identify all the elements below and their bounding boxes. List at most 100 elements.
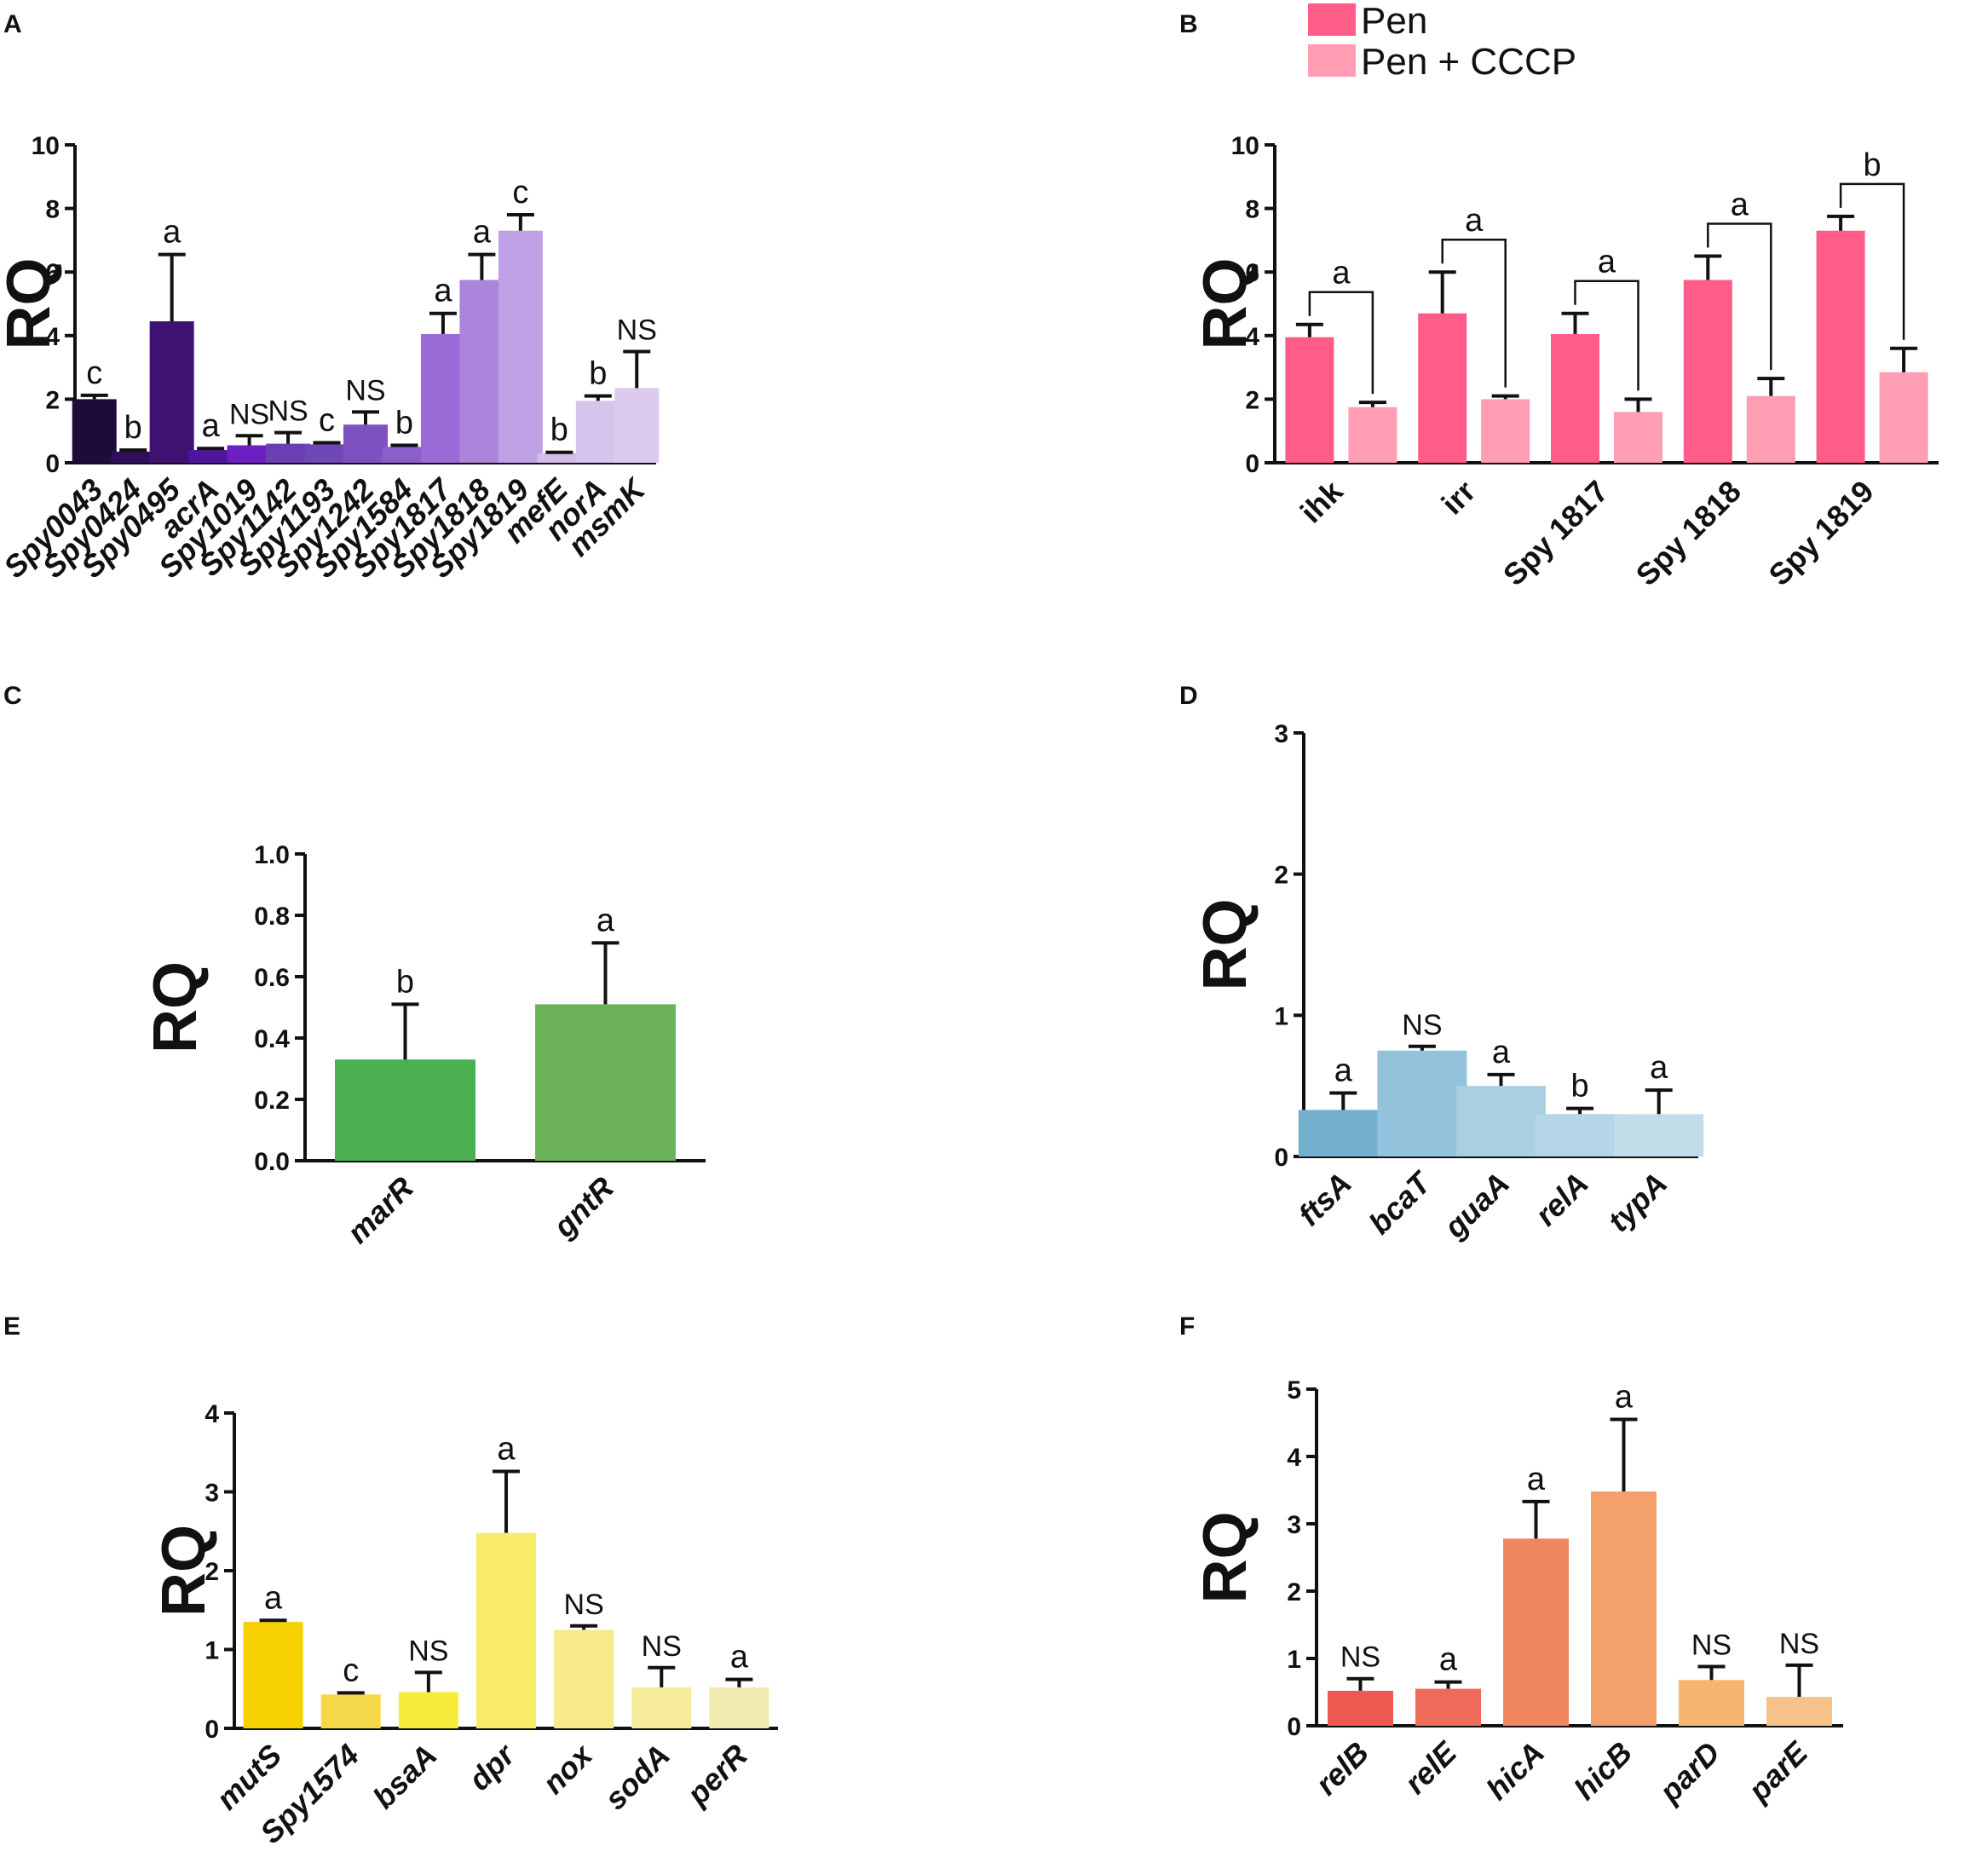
bar-pard [1679,1680,1744,1726]
y-tick-label-e: 3 [205,1479,219,1508]
bar-spy1817 [420,333,465,463]
bar-ihk-pen-cccp [1348,407,1397,463]
bar-irr-pen-cccp [1481,399,1530,463]
y-tick-label-c: 0.0 [254,1148,290,1176]
error-bar-irr-pen-cccp [1491,394,1519,400]
y-axis-label-f: RQ [1191,1512,1259,1604]
x-tick-label-soda: sodA [597,1738,677,1817]
error-bar-perr [725,1677,753,1687]
error-bar-bsaa [414,1670,442,1693]
error-bar-gntr [591,941,619,1005]
significance-label-marr: b [396,964,414,1000]
bar-spy1818 [459,280,504,463]
y-tick-label-c: 0.4 [254,1025,290,1053]
bar-spy0495 [149,321,194,463]
significance-label-spy0495: a [163,215,182,251]
y-axis-label-a: RQ [0,258,63,350]
panel-c: C 0.0 0.2 0.4 0.6 0.8 1.0 RQ b marR a gntR [3,682,706,1250]
panel-b: B Pen Pen + CCCP 0 2 4 6 8 10 RQ a ihk a irr a Spy 1… [1179,0,1939,592]
bar-rela [1535,1114,1625,1156]
bar-spy-1818-pen-cccp [1746,395,1795,463]
error-bar-typa [1645,1088,1673,1115]
bar-spy1142 [266,443,311,463]
error-bar-spy-1818-pen [1694,254,1722,280]
y-tick-label-b: 10 [1231,132,1259,160]
significance-label-spy1584: b [395,405,413,441]
error-bar-hica [1522,1499,1550,1539]
significance-label-msmk: NS [617,314,657,346]
significance-label-hicb: a [1615,1380,1634,1416]
x-tick-label-rele: relE [1397,1734,1464,1801]
y-tick-label-c: 0.8 [254,903,290,931]
significance-label-spy-1819: b [1864,147,1881,183]
y-tick-label-e: 0 [205,1716,219,1744]
panel-b-letter: B [1179,10,1198,38]
bar-spy-1819-pen-cccp [1879,372,1928,463]
significance-label-ihk: a [1332,256,1351,291]
x-tick-label-hicb: hicB [1567,1735,1639,1807]
y-axis-label-e: RQ [150,1525,218,1617]
bar-muts [243,1622,303,1728]
y-tick-label-f: 2 [1287,1578,1301,1606]
error-bar-ihk-pen [1295,322,1323,337]
error-bar-soda [648,1665,676,1687]
error-bar-spy-1817-pen-cccp [1624,397,1652,412]
bar-gntr [535,1004,676,1161]
error-bar-spy-1819-pen [1827,214,1855,231]
bar-pare [1766,1697,1832,1726]
y-tick-label-a: 4 [45,323,60,351]
comparison-bracket-spy-1818 [1707,222,1772,371]
x-tick-label-ftsa: ftsA [1291,1166,1357,1232]
x-tick-label-irr: irr [1434,474,1482,522]
bar-spy-1817-pen-cccp [1614,412,1662,463]
error-bar-spy1574 [337,1691,365,1695]
significance-label-perr: a [730,1640,749,1676]
significance-label-bcat: NS [1402,1009,1442,1041]
x-tick-label-hica: hicA [1479,1735,1551,1807]
x-tick-label-rela: relA [1528,1166,1595,1233]
error-bar-spy1019 [235,434,263,446]
y-tick-label-a: 10 [32,132,60,160]
bar-spy1019 [227,445,272,463]
significance-label-spy0424: b [124,410,142,446]
error-bar-pard [1697,1664,1726,1681]
significance-label-spy1019: NS [229,398,269,430]
significance-label-rele: a [1439,1642,1458,1678]
significance-label-spy-1817: a [1598,245,1616,280]
significance-label-rela: b [1571,1069,1589,1105]
significance-label-muts: a [264,1580,283,1616]
y-tick-label-f: 1 [1287,1646,1301,1674]
error-bar-relb [1346,1676,1374,1691]
significance-label-dpr: a [497,1431,516,1467]
comparison-bracket-spy-1817 [1574,280,1639,391]
error-bar-spy1818 [468,252,496,280]
legend-label-pen-cccp: Pen + CCCP [1361,41,1576,83]
error-bar-muts [259,1618,287,1623]
x-tick-label-marr: marR [340,1170,420,1250]
y-tick-label-b: 4 [1245,323,1259,351]
y-tick-label-d: 2 [1274,862,1288,890]
bar-hicb [1591,1491,1657,1726]
significance-label-spy1819: c [512,175,528,211]
bar-msmk [614,388,660,463]
x-tick-label-spy-1819: Spy 1819 [1761,474,1880,592]
bar-spy-1818-pen [1683,280,1732,463]
bar-spy1193 [304,444,349,463]
error-bar-pare [1785,1663,1813,1698]
panel-e-letter: E [3,1312,20,1341]
error-bar-spy1819 [506,213,534,231]
x-tick-label-nox: nox [536,1736,601,1801]
y-tick-label-d: 1 [1274,1002,1288,1030]
panel-a: A 0246810RQcSpy0043bSpy0424aSpy0495aacrA… [0,10,660,585]
error-bar-spy-1817-pen [1561,311,1589,334]
bar-rele [1415,1688,1481,1726]
panel-d: D 0 1 2 3 RQ a ftsA NS bcaT a guaA b relA a typA [1179,682,1704,1245]
panel-a-letter: A [3,10,22,38]
bar-bsaa [398,1692,458,1728]
y-tick-label-b: 0 [1245,450,1259,478]
x-tick-label-dpr: dpr [462,1736,522,1797]
x-tick-label-guaa: guaA [1437,1166,1516,1245]
significance-label-guaa: a [1492,1035,1511,1070]
